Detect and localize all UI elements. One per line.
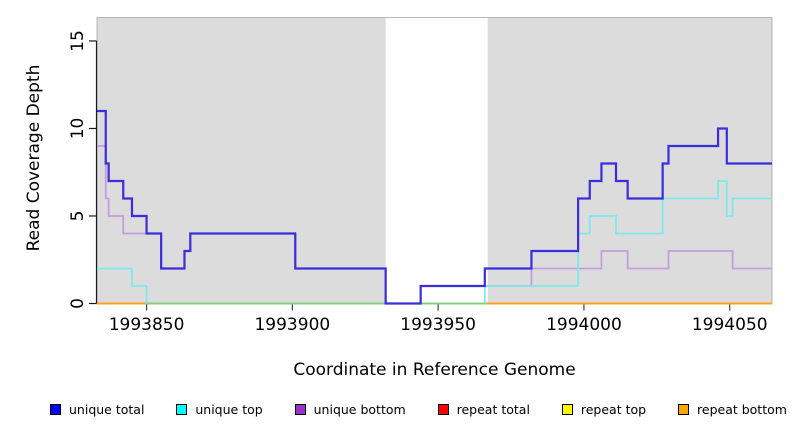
legend: unique total unique top unique bottom repea… (50, 398, 787, 420)
masked-region (385, 18, 488, 303)
legend-swatch-icon (50, 403, 61, 415)
x-tick-label: 1993900 (254, 315, 330, 335)
legend-swatch-icon (561, 403, 573, 415)
legend-item-repeat-bottom: repeat bottom (678, 402, 787, 417)
legend-swatch-icon (176, 403, 188, 415)
legend-swatch-icon (294, 403, 306, 415)
legend-item-repeat-total: repeat total (437, 401, 530, 417)
y-axis-title: Read Coverage Depth (24, 64, 44, 252)
x-tick-label: 1994050 (692, 315, 768, 335)
x-tick-label: 1993850 (109, 315, 185, 335)
y-tick-label: 10 (68, 118, 88, 140)
x-tick-label: 1994000 (546, 315, 622, 335)
x-axis-title: Coordinate in Reference Genome (293, 360, 576, 380)
legend-swatch-icon (678, 403, 690, 415)
legend-label: repeat total (456, 401, 530, 417)
legend-item-unique-bottom: unique bottom (294, 401, 406, 417)
y-tick-label: 15 (68, 30, 88, 52)
x-tick-label: 1993950 (400, 315, 476, 335)
series-unique-top-line (97, 180, 772, 305)
legend-swatch-icon (437, 403, 449, 415)
legend-label: unique bottom (313, 401, 406, 417)
y-tick-label: 0 (68, 298, 88, 309)
legend-item-repeat-top: repeat top (561, 401, 647, 417)
legend-label: repeat bottom (697, 401, 787, 417)
legend-label: unique top (195, 401, 263, 417)
legend-item-unique-total: unique total (50, 402, 144, 417)
legend-item-unique-top: unique top (176, 401, 263, 417)
legend-label: unique total (69, 401, 145, 417)
legend-label: repeat top (580, 401, 647, 417)
series-unique-total-line (97, 109, 772, 305)
y-tick-label: 5 (68, 211, 88, 222)
